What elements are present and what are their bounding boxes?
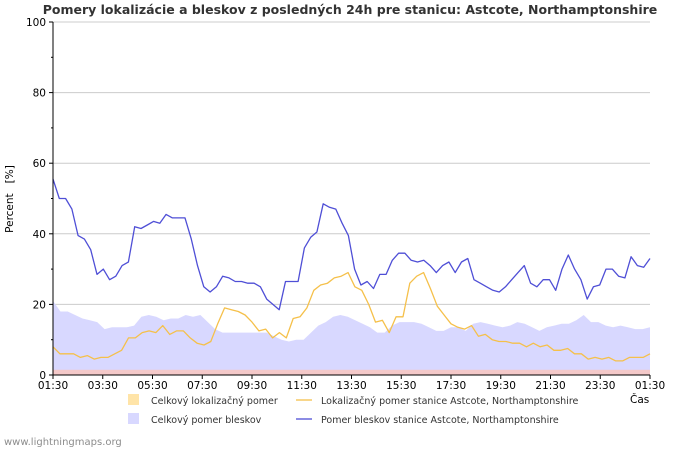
y-tick-label: 60 [33, 158, 46, 170]
lines [52, 178, 651, 362]
legend: Celkový lokalizačný pomer Lokalizačný pom… [128, 394, 579, 426]
y-tick-label: 100 [26, 17, 46, 29]
y-tick-label: 20 [33, 299, 46, 311]
area-total_loc [53, 369, 650, 375]
line-station_light [52, 178, 651, 311]
legend-label-total_light: Celkový pomer bleskov [151, 415, 262, 426]
x-tick-label: 01:30 [635, 380, 665, 392]
legend-label-station_loc: Lokalizačný pomer stanice Astcote, North… [321, 396, 579, 407]
legend-swatch-total_light [128, 413, 139, 424]
y-tick-label: 80 [33, 88, 46, 100]
x-tick-label: 23:30 [585, 380, 615, 392]
x-tick-label: 13:30 [336, 380, 366, 392]
legend-swatch-total_loc [128, 394, 139, 405]
x-tick-label: 01:30 [38, 380, 68, 392]
x-ticks: 01:30 03:30 05:30 07:30 09:30 11:30 13:30 15:30… [38, 375, 665, 392]
x-tick-label: 19:30 [486, 380, 516, 392]
x-tick-label: 09:30 [237, 380, 267, 392]
y-tick-label: 40 [33, 229, 46, 241]
x-tick-label: 11:30 [287, 380, 317, 392]
areas [53, 300, 650, 375]
legend-label-station_light: Pomer bleskov stanice Astcote, Northampt… [321, 415, 559, 426]
y-tick-label: 0 [39, 370, 46, 382]
legend-label-total_loc: Celkový lokalizačný pomer [151, 396, 278, 407]
x-tick-label: 07:30 [187, 380, 217, 392]
footer-credit: www.lightningmaps.org [4, 437, 122, 448]
y-axis-label: Percent [%] [4, 165, 16, 233]
x-tick-label: 21:30 [535, 380, 565, 392]
x-tick-label: 05:30 [137, 380, 167, 392]
grid [53, 21, 650, 305]
x-tick-label: 15:30 [386, 380, 416, 392]
x-axis-label: Čas [630, 393, 649, 406]
x-tick-label: 03:30 [88, 380, 118, 392]
line-station_loc [52, 271, 651, 362]
chart-title: Pomery lokalizácie a bleskov z poslednýc… [43, 2, 658, 17]
area-total_light [53, 300, 650, 375]
y-ticks: 0 20 40 60 80 100 [26, 17, 53, 382]
x-tick-label: 17:30 [436, 380, 466, 392]
